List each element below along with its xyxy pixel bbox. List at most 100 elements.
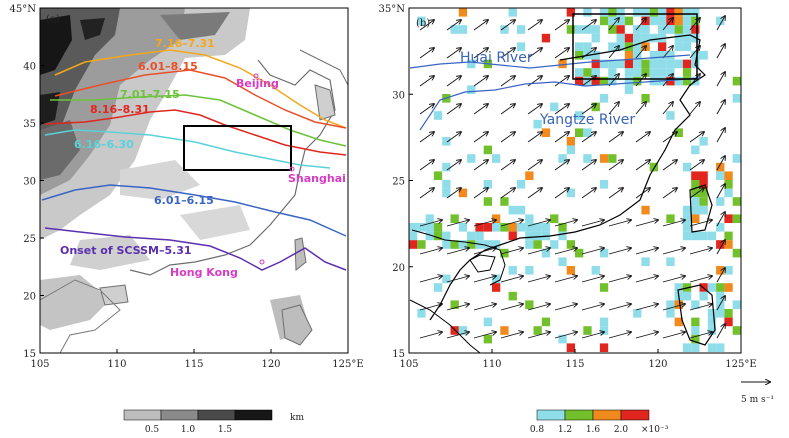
- ratio-cell: [682, 33, 692, 43]
- ratio-cell: [658, 25, 667, 34]
- wind-vector: [446, 104, 461, 115]
- ratio-cell: [516, 223, 526, 232]
- ratio-cell: [608, 68, 617, 77]
- wind-vector: [446, 188, 461, 199]
- ratio-cell: [417, 223, 426, 232]
- contour-label-0701-0715: 7.01–7.15: [120, 88, 180, 101]
- ratio-cell: [541, 128, 551, 137]
- ratio-cell: [649, 51, 658, 60]
- ratio-cell: [525, 300, 534, 309]
- wind-vector: [446, 332, 469, 339]
- ratio-cell: [682, 16, 692, 26]
- wind-vector: [581, 160, 596, 171]
- wind-vector: [689, 276, 712, 283]
- colorbar-ratio-tick-3: 2.0: [614, 425, 629, 435]
- ratio-cell: [732, 76, 741, 86]
- ratio-cell: [417, 16, 426, 26]
- ratio-cell: [691, 171, 700, 180]
- wind-vector: [554, 332, 577, 339]
- wind-vector: [716, 72, 725, 87]
- ratio-cell: [566, 343, 575, 352]
- ratio-cell: [682, 343, 692, 352]
- ratio-cell: [666, 214, 675, 223]
- ratio-cell: [674, 42, 683, 51]
- ratio-cell: [516, 205, 526, 215]
- ratio-cell: [691, 188, 700, 198]
- ratio-cell: [624, 16, 634, 26]
- wind-vector: [419, 276, 442, 283]
- ratio-cell: [716, 266, 725, 275]
- wind-vector: [581, 20, 596, 31]
- contour-label-0616-0630: 6.16–6.30: [74, 138, 134, 151]
- lon-tick-label: 120: [648, 359, 667, 370]
- wind-vector: [473, 188, 488, 199]
- wind-vector: [500, 20, 515, 31]
- vector-scale-label: 5 m s⁻¹: [741, 395, 774, 405]
- ratio-cell: [724, 240, 733, 249]
- ratio-cell: [591, 266, 600, 275]
- ratio-cell: [599, 343, 609, 352]
- ratio-cell: [616, 42, 625, 51]
- contour-label-0716-0731: 7.16–7.31: [155, 37, 215, 50]
- ratio-cell: [666, 25, 675, 34]
- wind-vector: [473, 76, 488, 87]
- lon-tick-label: 105: [30, 359, 49, 370]
- ratio-cell: [508, 223, 517, 232]
- wind-vector: [446, 160, 461, 171]
- wind-vector: [581, 132, 596, 143]
- wind-vector: [554, 304, 577, 311]
- ratio-cell: [450, 214, 459, 223]
- ratio-cell: [608, 59, 617, 69]
- ratio-cell: [425, 231, 434, 241]
- wind-vector: [500, 332, 523, 339]
- wind-vector: [527, 248, 550, 255]
- ratio-cell: [641, 205, 650, 215]
- contour-0601-0815: [54, 69, 347, 129]
- ratio-cell: [558, 154, 567, 163]
- ratio-cell: [508, 205, 517, 215]
- wind-vector: [527, 276, 550, 283]
- ratio-cell: [483, 145, 492, 155]
- wind-vector: [473, 132, 488, 143]
- ratio-cell: [599, 16, 609, 26]
- ratio-cell: [616, 25, 625, 34]
- contour-onset-scssm: [44, 227, 347, 271]
- lat-tick-label: 30: [23, 177, 36, 188]
- panel-a-axes: 105 110 115 120 125°E 15 20 25 30 35 40 45°N: [10, 4, 364, 370]
- ratio-cell: [525, 223, 534, 232]
- ratio-cell: [724, 180, 733, 189]
- ratio-cell: [724, 231, 733, 241]
- ratio-cell: [732, 214, 741, 223]
- wind-vectors: [419, 16, 725, 339]
- lat-tick-label: 40: [23, 62, 36, 73]
- ratio-cell: [508, 266, 517, 275]
- ratio-cell: [483, 197, 492, 206]
- wind-vector: [608, 276, 631, 283]
- wind-vector: [473, 248, 496, 255]
- wind-vector: [635, 276, 658, 283]
- ratio-cell: [483, 334, 492, 344]
- ratio-cell: [716, 343, 725, 352]
- wind-vector: [554, 160, 569, 171]
- ratio-cell: [674, 33, 683, 43]
- ratio-cell: [641, 94, 650, 103]
- wind-vector: [635, 132, 650, 143]
- ratio-cell: [599, 94, 609, 103]
- ratio-cell: [550, 240, 559, 249]
- ratio-cell: [699, 51, 708, 60]
- ratio-cell: [575, 25, 584, 34]
- ratio-cell: [641, 59, 650, 69]
- ratio-cell: [674, 8, 683, 17]
- ratio-cell: [716, 16, 725, 26]
- ratio-cell: [724, 317, 733, 327]
- ratio-cell: [641, 33, 650, 43]
- ratio-cell: [724, 171, 733, 180]
- ratio-cell: [691, 145, 700, 155]
- ratio-cell: [458, 240, 468, 249]
- wind-vector: [446, 304, 469, 311]
- ratio-cell: [674, 317, 683, 327]
- wind-vector: [419, 160, 434, 171]
- colorbar-elev-tick-1: 1.0: [181, 425, 196, 435]
- ratio-cell: [599, 180, 609, 189]
